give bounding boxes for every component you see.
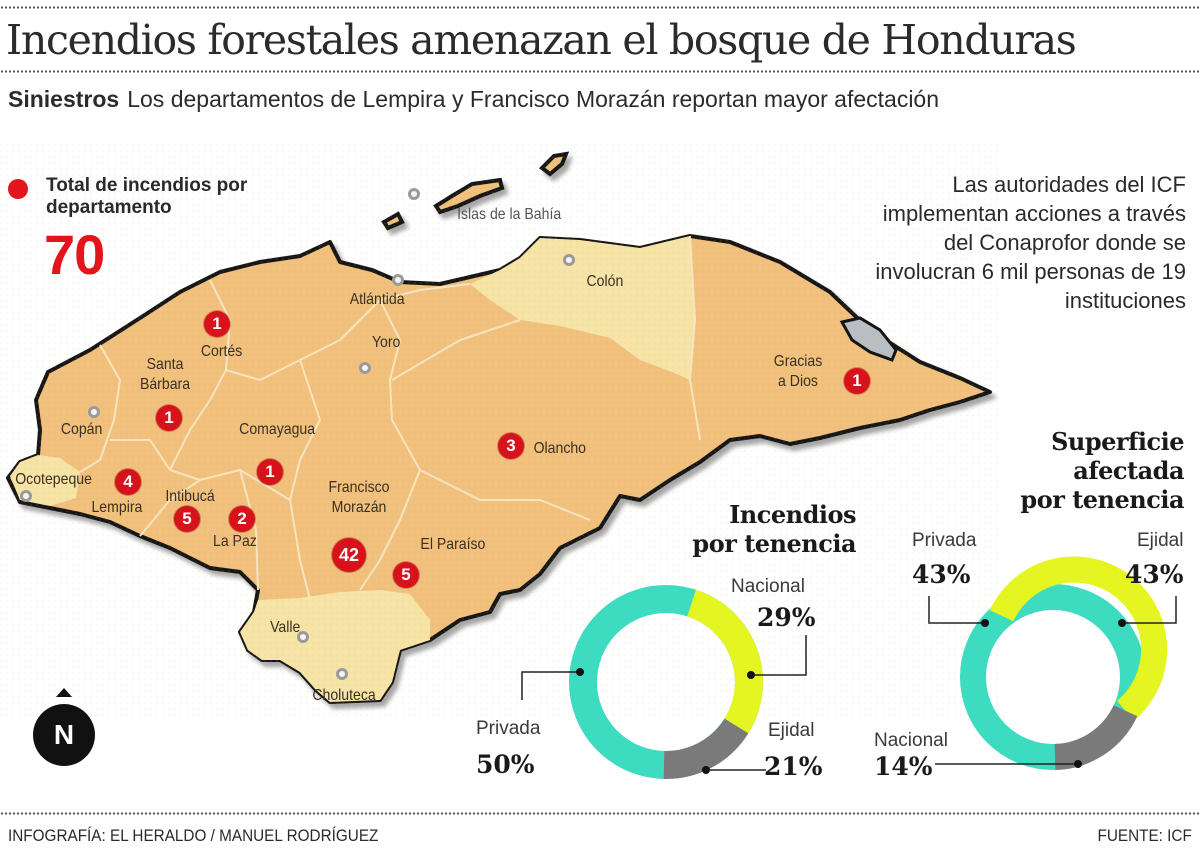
superficie-privada-value: 43% — [912, 560, 971, 589]
label-la-paz: La Paz — [212, 533, 257, 550]
superficie-privada-label: Privada — [912, 530, 977, 551]
subtitle-kicker: Siniestros — [8, 86, 120, 112]
incendios-privada-label: Privada — [476, 718, 541, 739]
icf-info-text: Las autoridades del ICF implementan acci… — [875, 172, 1186, 313]
label-cortes: Cortés — [200, 343, 243, 360]
fire-count-marker-cortes: 1 — [204, 311, 230, 337]
slice-nacional — [686, 589, 763, 734]
label-copan: Copán — [60, 421, 103, 438]
slice-nacional — [1054, 704, 1138, 770]
donut-superficie-por-tenencia — [928, 556, 1177, 770]
island-guanaja — [538, 151, 570, 177]
city-dot-icon — [20, 490, 32, 502]
island-utila — [381, 211, 405, 231]
label-islas-de-la-bahia: Islas de la Bahía — [457, 206, 562, 223]
fire-count-marker-santa-barbara: 1 — [156, 405, 182, 431]
label-choluteca: Choluteca — [312, 687, 376, 704]
incendios-nacional-value: 29% — [757, 603, 816, 632]
city-dot-icon — [359, 362, 371, 374]
top-dotted-rule — [0, 6, 1200, 9]
superficie-ejidal-value: 43% — [1125, 560, 1184, 589]
label-gracias-a-dios: Gracias a Dios — [773, 353, 823, 390]
label-olancho: Olancho — [533, 440, 587, 457]
legend-label: Total de incendios por departamento — [46, 175, 248, 218]
city-dot-icon — [392, 274, 404, 286]
donut-incendios-por-tenencia — [521, 585, 807, 779]
subtitle: Siniestros Los departamentos de Lempira y… — [8, 86, 939, 113]
caratasca-lagoon — [839, 316, 898, 362]
label-yoro: Yoro — [371, 334, 401, 351]
fire-count-marker-francisco-morazan: 42 — [332, 538, 366, 572]
label-intibuca: Intibucá — [165, 488, 215, 505]
slice-privada — [960, 584, 1146, 770]
fire-count-marker-lempira: 4 — [115, 469, 141, 495]
superficie-nacional-label: Nacional — [874, 730, 948, 751]
incendios-ejidal-value: 21% — [764, 752, 823, 781]
fire-count-marker-intibuca: 5 — [174, 506, 200, 532]
fire-count-marker-la-paz: 2 — [229, 506, 255, 532]
north-arrow-icon — [56, 688, 72, 697]
legend-total: 70 — [44, 223, 105, 286]
fire-count-marker-gracias-a-dios: 1 — [844, 368, 870, 394]
label-lempira: Lempira — [91, 499, 143, 516]
slice-ejidal — [663, 718, 749, 779]
city-dot-icon — [88, 406, 100, 418]
fire-count-marker-el-paraiso: 5 — [393, 562, 419, 588]
city-dot-icon — [297, 631, 309, 643]
internal-borders — [79, 235, 701, 601]
fire-marker-legend-icon — [8, 179, 28, 199]
footer-dotted-rule — [0, 812, 1200, 815]
fire-count-marker-comayagua: 1 — [257, 459, 283, 485]
page-title: Incendios forestales amenazan el bosque … — [6, 16, 1077, 64]
compass-n-icon: N — [33, 704, 95, 766]
incendios-nacional-label: Nacional — [731, 576, 805, 597]
city-dot-icon — [563, 254, 575, 266]
label-ocotepeque: Ocotepeque — [15, 471, 92, 488]
chart-superficie-title: Superficie afectada por tenencia — [1020, 427, 1184, 514]
city-dot-icon — [408, 188, 420, 200]
fire-count-marker-olancho: 3 — [498, 433, 524, 459]
north-compass: N — [33, 688, 95, 768]
title-dotted-rule — [0, 70, 1200, 73]
credit-text: INFOGRAFÍA: EL HERALDO / MANUEL RODRÍGUE… — [8, 826, 379, 845]
label-valle: Valle — [270, 619, 301, 636]
label-santa-barbara: Santa Bárbara — [139, 356, 191, 393]
city-dot-icon — [336, 668, 348, 680]
subtitle-text: Los departamentos de Lempira y Francisco… — [127, 86, 940, 112]
incendios-ejidal-label: Ejidal — [768, 720, 815, 741]
label-atlantida: Atlántida — [349, 291, 405, 308]
slice-ejidal — [989, 556, 1168, 721]
label-francisco-morazan: Francisco Morazán — [328, 479, 390, 516]
label-el-paraiso: El Paraíso — [420, 536, 486, 553]
incendios-privada-value: 50% — [476, 750, 535, 779]
label-colon: Colón — [586, 273, 624, 290]
superficie-ejidal-label: Ejidal — [1137, 530, 1184, 551]
chart-incendios-title: Incendios por tenencia — [692, 500, 856, 558]
superficie-nacional-value: 14% — [874, 752, 933, 781]
source-text: FUENTE: ICF — [1097, 826, 1192, 845]
label-comayagua: Comayagua — [239, 421, 316, 438]
